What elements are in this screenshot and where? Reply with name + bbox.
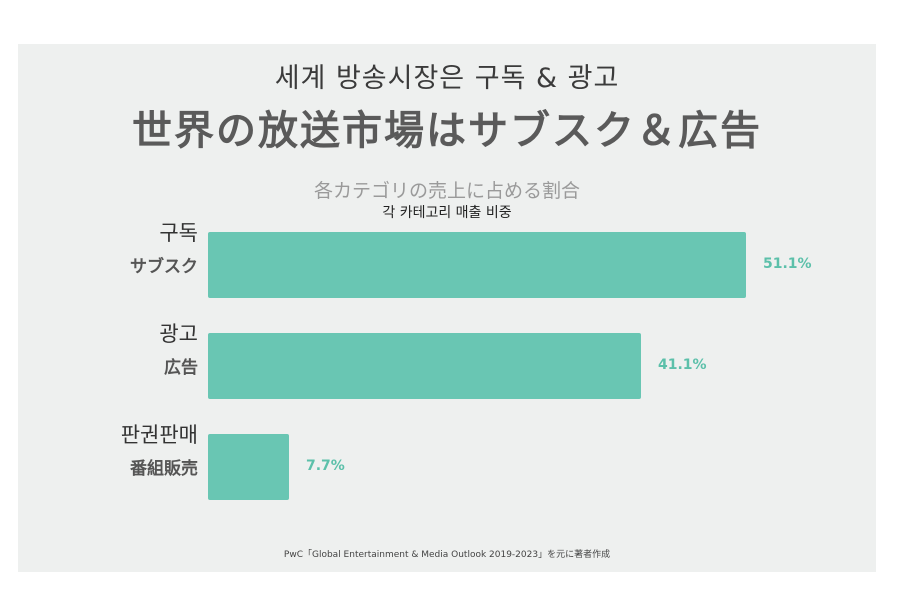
category-label-ja: サブスク xyxy=(130,257,198,277)
bar xyxy=(208,434,289,500)
bar xyxy=(208,232,746,298)
bar-value-label: 51.1% xyxy=(763,256,812,272)
category-label-ja: 番組販売 xyxy=(130,459,198,479)
category-label-ko: 광고 xyxy=(159,322,198,346)
chart-title: 各カテゴリの売上に占める割合 xyxy=(313,180,580,202)
category-label-ko: 구독 xyxy=(159,221,198,245)
category-label-ja: 広告 xyxy=(164,358,198,378)
title-japanese: 世界の放送市場はサブスク＆広告 xyxy=(132,108,762,154)
bar-value-label: 7.7% xyxy=(306,458,345,474)
category-label-ko: 판권판매 xyxy=(120,423,198,447)
chart-panel: 세계 방송시장은 구독 & 광고 世界の放送市場はサブスク＆広告 各カテゴリの売… xyxy=(18,44,876,572)
bar-value-label: 41.1% xyxy=(658,357,707,373)
title-korean: 세계 방송시장은 구독 & 광고 xyxy=(274,63,620,94)
chart-subtitle: 각 카테고리 매출 비중 xyxy=(382,205,512,221)
bar xyxy=(208,333,641,399)
source-note: PwC「Global Entertainment & Media Outlook… xyxy=(283,550,611,560)
